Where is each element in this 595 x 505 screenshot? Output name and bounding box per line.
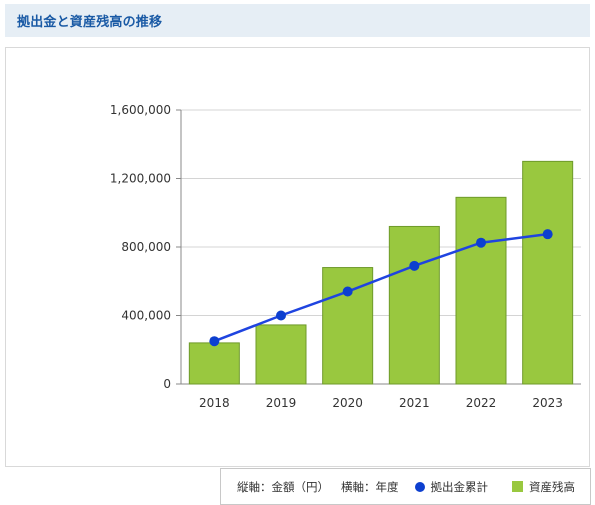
legend-line-marker-icon	[414, 481, 425, 492]
line-point	[342, 286, 353, 297]
line-point	[276, 310, 286, 321]
chart-panel: 0 400,000 800,000 1,200,000 1,600,000 2018 201…	[5, 47, 591, 505]
y-tick-label: 1,600,000	[110, 103, 171, 117]
y-tick-label: 400,000	[121, 309, 171, 323]
section-title: 拠出金と資産残高の推移	[17, 15, 163, 30]
y-tick-label: 1,200,000	[110, 172, 171, 186]
bar	[255, 324, 307, 385]
section-header: 拠出金と資産残高の推移	[5, 4, 590, 37]
bar	[388, 225, 440, 385]
y-tick-label: 800,000	[121, 240, 171, 254]
legend-bar-label: 資産残高	[529, 479, 575, 494]
line-point	[209, 336, 220, 347]
x-tick-label: 2019	[266, 396, 297, 410]
x-tick-label: 2020	[332, 396, 363, 410]
x-tick-label: 2022	[466, 396, 497, 410]
y-tick-label: 0	[163, 377, 171, 391]
legend: 縦軸：金額（円） 横軸：年度 拠出金累計 資産残高	[220, 468, 591, 505]
x-tick-label: 2021	[399, 396, 430, 410]
line-point	[542, 229, 553, 240]
legend-bar-swatch-icon	[512, 481, 523, 492]
legend-x-axis-note: 横軸：年度	[341, 479, 399, 494]
line-point	[409, 260, 420, 271]
bar	[522, 160, 574, 385]
chart: 0 400,000 800,000 1,200,000 1,600,000 2018 201…	[110, 103, 581, 410]
bar	[455, 196, 507, 385]
series-line	[213, 232, 548, 343]
bar	[188, 342, 240, 385]
x-tick-label: 2018	[199, 396, 230, 410]
legend-y-axis-note: 縦軸：金額（円）	[237, 479, 329, 494]
x-tick-label: 2023	[532, 396, 563, 410]
legend-line-label: 拠出金累計	[430, 479, 489, 494]
line-point	[476, 237, 486, 248]
